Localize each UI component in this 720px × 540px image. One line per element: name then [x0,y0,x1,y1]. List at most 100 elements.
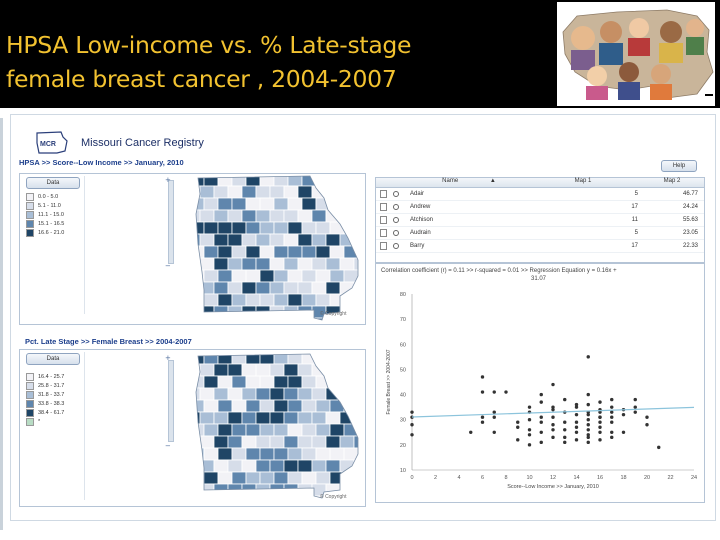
column-header-name[interactable]: Name ▲ [442,178,496,184]
map2-county[interactable] [283,363,299,377]
map2-county[interactable] [297,387,313,401]
map1-county[interactable] [301,245,317,259]
map1-county[interactable] [269,209,285,223]
map1-county[interactable] [329,293,345,307]
map1-county[interactable] [311,233,327,247]
map2-county[interactable] [241,363,257,377]
map1-choropleth[interactable] [190,174,365,322]
map2-county[interactable] [190,471,205,485]
map2-county[interactable] [255,459,271,473]
map2-county[interactable] [231,471,247,485]
map1-county[interactable] [273,174,289,187]
column-header-map1[interactable]: Map 1 [574,178,592,184]
map2-county[interactable] [297,363,313,377]
map1-county[interactable] [259,269,275,283]
map2-county[interactable] [217,447,233,461]
map1-county[interactable] [259,221,275,235]
column-header-map2[interactable]: Map 2 [663,178,681,184]
map2-county[interactable] [329,375,345,389]
map2-county[interactable] [297,411,313,425]
map2-county[interactable] [269,387,285,401]
map2-county[interactable] [315,399,331,413]
map1-county[interactable] [357,174,365,187]
map1-county[interactable] [301,269,317,283]
map2-county[interactable] [190,459,201,473]
map2-county[interactable] [227,459,243,473]
map2-county[interactable] [269,411,285,425]
map1-county[interactable] [287,245,303,259]
map1-county[interactable] [190,245,205,259]
map1-county[interactable] [283,209,299,223]
map2-county[interactable] [231,375,247,389]
map1-county[interactable] [241,257,257,271]
map1-county[interactable] [203,293,219,307]
map1-county[interactable] [245,269,261,283]
map2-county[interactable] [241,435,257,449]
map2-county[interactable] [245,375,261,389]
map1-county[interactable] [339,209,355,223]
map2-county[interactable] [227,363,243,377]
map1-county[interactable] [217,269,233,283]
map1-county[interactable] [273,269,289,283]
map1-county[interactable] [325,233,341,247]
map2-county[interactable] [245,423,261,437]
map1-county[interactable] [259,293,275,307]
map2-county[interactable] [273,352,289,365]
map2-county[interactable] [199,459,215,473]
map1-county[interactable] [315,269,331,283]
table-row[interactable]: Audrain 5 23.05 [376,227,704,240]
map1-county[interactable] [357,293,365,307]
map1-county[interactable] [199,233,215,247]
map2-county[interactable] [339,363,355,377]
map1-county[interactable] [287,269,303,283]
map2-county[interactable] [255,483,271,497]
map2-county[interactable] [311,387,327,401]
map2-county[interactable] [203,352,219,365]
map1-county[interactable] [315,317,331,322]
map1-county[interactable] [287,293,303,307]
zoom-icon[interactable] [393,217,399,223]
map2-county[interactable] [353,483,365,497]
map1-county[interactable] [259,317,275,322]
map1-county[interactable] [283,233,299,247]
map1-county[interactable] [297,185,313,199]
map2-county[interactable] [315,352,331,365]
map1-county[interactable] [283,257,299,271]
map1-county[interactable] [231,245,247,259]
map1-county[interactable] [311,209,327,223]
map1-county[interactable] [227,209,243,223]
map1-county[interactable] [343,317,358,322]
map1-county[interactable] [217,174,233,187]
map1-county[interactable] [231,197,247,211]
map2-county[interactable] [255,387,271,401]
map2-county[interactable] [241,459,257,473]
map1-county[interactable] [325,281,341,295]
map1-county[interactable] [339,185,355,199]
map2-county[interactable] [343,471,358,485]
map1-data-button[interactable]: Data [26,177,80,189]
map2-county[interactable] [287,375,303,389]
map2-county[interactable] [315,471,331,485]
map2-county[interactable] [273,495,289,502]
map1-county[interactable] [273,293,289,307]
map2-county[interactable] [287,399,303,413]
map2-county[interactable] [227,483,243,497]
map2-county[interactable] [269,435,285,449]
map2-county[interactable] [297,435,313,449]
map2-county[interactable] [203,375,219,389]
map2-county[interactable] [199,435,215,449]
map2-county[interactable] [217,375,233,389]
zoom-icon[interactable] [393,204,399,210]
table-row[interactable]: Andrew 17 24.24 [376,201,704,214]
map2-county[interactable] [259,447,275,461]
map1-county[interactable] [241,281,257,295]
map1-county[interactable] [297,233,313,247]
map1-county[interactable] [255,305,271,319]
map2-county[interactable] [357,375,365,389]
map1-county[interactable] [245,174,261,187]
map2-county[interactable] [283,387,299,401]
map1-county[interactable] [329,245,345,259]
map1-county[interactable] [190,174,205,187]
map2-county[interactable] [231,399,247,413]
map1-county[interactable] [287,197,303,211]
